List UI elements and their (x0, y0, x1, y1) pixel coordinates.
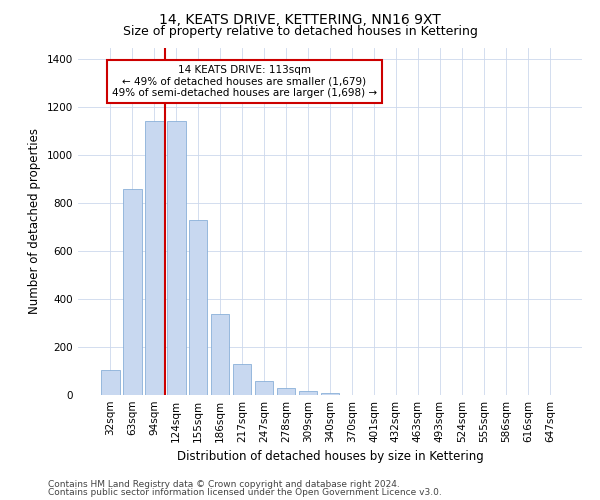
Text: Contains public sector information licensed under the Open Government Licence v3: Contains public sector information licen… (48, 488, 442, 497)
Bar (167, 120, 185, 395)
Text: 14, KEATS DRIVE, KETTERING, NN16 9XT: 14, KEATS DRIVE, KETTERING, NN16 9XT (159, 12, 441, 26)
Bar (211, 314, 229, 395)
Bar (101, 370, 119, 395)
Bar (320, 392, 340, 395)
Bar (255, 380, 274, 395)
X-axis label: Distribution of detached houses by size in Kettering: Distribution of detached houses by size … (176, 450, 484, 464)
Bar (277, 388, 295, 395)
Text: Size of property relative to detached houses in Kettering: Size of property relative to detached ho… (122, 25, 478, 38)
Y-axis label: Number of detached properties: Number of detached properties (28, 128, 41, 314)
Text: Contains HM Land Registry data © Crown copyright and database right 2024.: Contains HM Land Registry data © Crown c… (48, 480, 400, 489)
Text: 14 KEATS DRIVE: 113sqm
← 49% of detached houses are smaller (1,679)
49% of semi-: 14 KEATS DRIVE: 113sqm ← 49% of detached… (112, 65, 377, 98)
Bar (233, 364, 251, 395)
Bar (123, 189, 142, 395)
Bar (145, 120, 164, 395)
Bar (299, 390, 317, 395)
Bar (189, 220, 208, 395)
